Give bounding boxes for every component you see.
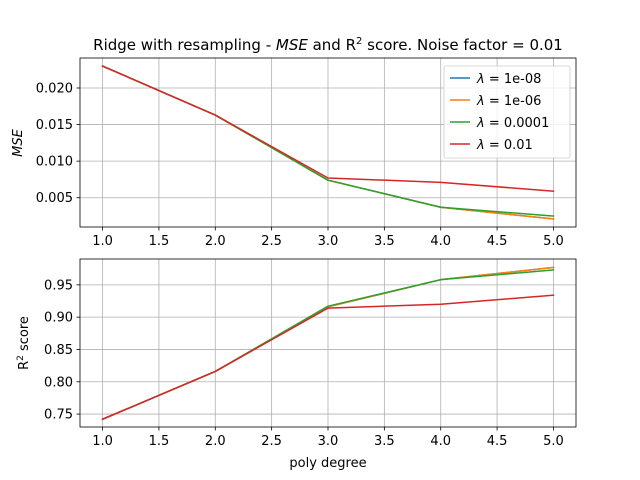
x-tick-label: 1.5 — [149, 234, 170, 249]
legend-label: λ = 1e-06 — [476, 94, 541, 109]
x-tick-label: 2.0 — [205, 234, 226, 249]
legend-value: = 1e-08 — [485, 72, 542, 87]
legend-frame — [443, 65, 571, 159]
y-tick-label: 0.015 — [36, 118, 73, 133]
title-mse: MSE — [276, 36, 308, 54]
mse-panel: 1.0 1.5 2.0 2.5 3.0 3.5 4.0 4.5 5.0 0.005 0.010 0.0… — [36, 57, 577, 249]
legend-value: = 1e-06 — [485, 94, 542, 109]
r2-y-label-sup: 2 — [16, 355, 26, 361]
x-tick-label: 1.0 — [92, 434, 113, 449]
mse-y-label: MSE — [11, 128, 26, 156]
legend-label: λ = 1e-08 — [476, 72, 541, 87]
series-line — [101, 65, 555, 192]
x-tick-label: 3.0 — [318, 434, 339, 449]
r2-y-label: R2 score — [16, 316, 32, 370]
y-tick-label: 0.020 — [36, 81, 73, 96]
title-prefix: Ridge with resampling - — [93, 36, 276, 54]
legend-symbol: λ — [476, 138, 485, 153]
y-tick-label: 0.80 — [44, 375, 73, 390]
plot-frame — [79, 57, 577, 228]
y-tick-label: 0.75 — [44, 408, 73, 423]
x-tick-label: 4.5 — [487, 434, 508, 449]
r2-y-label-base: R — [17, 361, 32, 370]
x-tick-label: 4.0 — [430, 234, 451, 249]
r2-y-label-suffix: score — [17, 316, 32, 355]
chart-title: Ridge with resampling - MSE and R2 score… — [93, 36, 563, 54]
title-sup: 2 — [356, 36, 362, 47]
x-tick-label: 3.0 — [318, 234, 339, 249]
x-tick-label: 2.5 — [261, 434, 282, 449]
legend-value: = 0.01 — [485, 138, 533, 153]
legend-symbol: λ — [476, 94, 485, 109]
x-tick-label: 1.0 — [92, 234, 113, 249]
series-line — [101, 294, 555, 421]
y-tick-label: 0.95 — [44, 278, 73, 293]
x-tick-label: 2.0 — [205, 434, 226, 449]
x-tick-label: 5.0 — [543, 434, 564, 449]
y-tick-label: 0.85 — [44, 343, 73, 358]
x-tick-label: 3.5 — [374, 234, 395, 249]
r2-panel: 1.0 1.5 2.0 2.5 3.0 3.5 4.0 4.5 5.0 0.75 0.80 0.85 0… — [44, 258, 577, 449]
title-suffix: score. Noise factor = 0.01 — [362, 36, 562, 54]
legend-symbol: λ — [476, 116, 485, 131]
x-tick-label: 2.5 — [261, 234, 282, 249]
legend-value: = 0.0001 — [485, 116, 550, 131]
y-tick-label: 0.005 — [36, 191, 73, 206]
legend-label: λ = 0.0001 — [476, 116, 549, 131]
y-tick-label: 0.90 — [44, 311, 73, 326]
x-tick-label: 1.5 — [149, 434, 170, 449]
x-tick-label: 5.0 — [543, 234, 564, 249]
y-tick-label: 0.010 — [36, 155, 73, 170]
x-tick-label: 3.5 — [374, 434, 395, 449]
title-mid: and R — [308, 36, 356, 54]
x-axis-label: poly degree — [289, 456, 366, 471]
plot-frame — [79, 258, 577, 428]
legend-label: λ = 0.01 — [476, 138, 533, 153]
x-tick-label: 4.5 — [487, 234, 508, 249]
legend-symbol: λ — [476, 72, 485, 87]
x-tick-label: 4.0 — [430, 434, 451, 449]
